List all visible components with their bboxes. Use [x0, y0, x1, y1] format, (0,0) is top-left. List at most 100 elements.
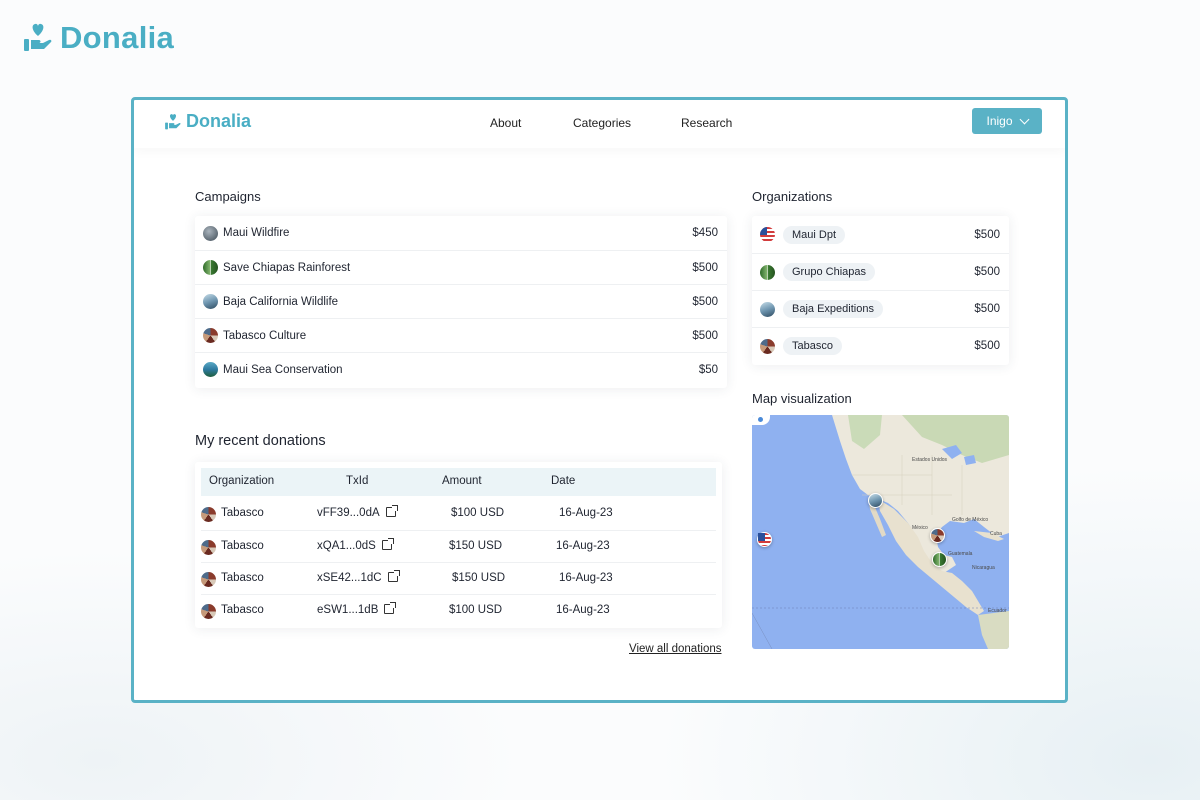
map-land-shapes [752, 415, 1009, 649]
campaign-name: Save Chiapas Rainforest [223, 261, 351, 274]
organization-name-pill: Grupo Chiapas [783, 263, 875, 281]
organizations-title: Organizations [752, 189, 833, 204]
mural-thumb-icon [203, 328, 218, 343]
brand-name: Donalia [60, 20, 175, 55]
organization-amount: $500 [974, 228, 1000, 241]
organization-row[interactable]: Maui Dpt $500 [752, 216, 1009, 253]
campaign-name: Tabasco Culture [223, 329, 307, 342]
whale-thumb-icon [760, 301, 775, 317]
map-label-cuba: Cuba [990, 531, 1002, 537]
organization-row[interactable]: Grupo Chiapas $500 [752, 253, 1009, 290]
campaign-amount: $50 [698, 363, 718, 376]
cell-date: 16-Aug-23 [556, 604, 610, 616]
chevron-down-icon [1019, 114, 1029, 124]
cell-amount: $150 USD [449, 540, 503, 552]
cell-amount: $100 USD [449, 604, 503, 616]
us-flag-icon [760, 227, 775, 242]
cell-txid[interactable]: xSE42...1dC [317, 570, 400, 584]
campaign-row[interactable]: Maui Sea Conservation $50 [195, 352, 727, 386]
campaign-row[interactable]: Save Chiapas Rainforest $500 [195, 250, 727, 284]
view-all-donations-link[interactable]: View all donations [629, 643, 722, 655]
campaign-row[interactable]: Baja California Wildlife $500 [195, 284, 727, 318]
txid-text: xQA1...0dS [317, 540, 376, 552]
rainforest-thumb-icon [203, 260, 218, 275]
brand-name: Donalia [186, 111, 252, 131]
external-link-icon[interactable] [387, 570, 400, 582]
campaigns-title: Campaigns [195, 189, 261, 204]
mural-thumb-icon [760, 338, 775, 354]
app-window: Donalia About Categories Research Inigo … [131, 97, 1068, 703]
map-label-guatemala: Guatemala [948, 551, 973, 557]
map-title: Map visualization [752, 391, 852, 406]
table-row[interactable]: Tabasco xSE42...1dC $150 USD 16-Aug-23 [201, 562, 716, 594]
table-header: Organization TxId Amount Date [201, 468, 716, 496]
external-link-icon[interactable] [384, 602, 397, 614]
map-zoom-control[interactable] [752, 415, 770, 425]
organization-amount: $500 [974, 266, 1000, 278]
organization-name-pill: Maui Dpt [783, 225, 846, 244]
col-amount: Amount [442, 475, 482, 487]
campaign-amount: $450 [692, 227, 718, 239]
navbar-brand[interactable]: Donalia [164, 111, 251, 132]
map-pin-baja[interactable] [868, 493, 883, 508]
organizations-card: Maui Dpt $500 Grupo Chiapas $500 Baja Ex… [752, 216, 1009, 365]
cell-organization: Tabasco [221, 507, 264, 519]
col-organization: Organization [209, 475, 275, 487]
mural-thumb-icon [201, 507, 216, 522]
donations-table: Organization TxId Amount Date Tabasco vF… [195, 462, 722, 628]
cell-txid[interactable]: xQA1...0dS [317, 538, 394, 552]
organization-name-pill: Baja Expeditions [783, 300, 883, 318]
campaign-name: Maui Sea Conservation [223, 363, 343, 376]
map-label-mexico: México [912, 525, 928, 531]
external-link-icon[interactable] [385, 505, 398, 517]
cell-organization: Tabasco [221, 540, 264, 552]
user-name: Inigo [986, 114, 1013, 128]
outer-brand-logo: Donalia [22, 20, 174, 56]
organization-amount: $500 [974, 303, 1000, 315]
map-visualization[interactable]: Estados Unidos México Golfo de México Cu… [752, 415, 1009, 649]
cell-date: 16-Aug-23 [559, 572, 613, 584]
mural-thumb-icon [201, 572, 216, 587]
mural-thumb-icon [201, 604, 216, 619]
table-row[interactable]: Tabasco vFF39...0dA $100 USD 16-Aug-23 [201, 498, 716, 530]
heart-hand-icon [165, 113, 181, 129]
campaign-amount: $500 [692, 329, 718, 342]
cell-organization: Tabasco [221, 572, 264, 584]
campaign-row[interactable]: Tabasco Culture $500 [195, 318, 727, 352]
sea-thumb-icon [203, 362, 218, 377]
map-label-ecuador: Ecuador [988, 608, 1007, 614]
cell-date: 16-Aug-23 [556, 540, 610, 552]
map-pin-tabasco[interactable] [930, 528, 945, 543]
map-pin-maui[interactable] [757, 532, 772, 547]
col-txid: TxId [346, 475, 369, 487]
external-link-icon[interactable] [381, 538, 394, 550]
campaign-name: Maui Wildfire [223, 227, 290, 239]
nav-about[interactable]: About [490, 116, 522, 130]
whale-thumb-icon [203, 294, 218, 309]
donations-title: My recent donations [195, 433, 326, 449]
heart-hand-icon [22, 22, 54, 54]
organization-amount: $500 [974, 340, 1000, 352]
nav-categories[interactable]: Categories [573, 116, 632, 130]
campaign-amount: $500 [692, 295, 718, 308]
map-label-nicaragua: Nicaragua [972, 565, 995, 571]
cell-txid[interactable]: eSW1...1dB [317, 602, 397, 616]
nav-research[interactable]: Research [681, 116, 733, 130]
txid-text: vFF39...0dA [317, 507, 380, 519]
table-row[interactable]: Tabasco eSW1...1dB $100 USD 16-Aug-23 [201, 594, 716, 626]
campaign-amount: $500 [692, 261, 718, 274]
map-pin-chiapas[interactable] [932, 552, 947, 567]
rainforest-thumb-icon [760, 264, 775, 280]
campaign-row[interactable]: Maui Wildfire $450 [195, 216, 727, 250]
txid-text: eSW1...1dB [317, 604, 379, 616]
campaign-name: Baja California Wildlife [223, 295, 339, 308]
table-row[interactable]: Tabasco xQA1...0dS $150 USD 16-Aug-23 [201, 530, 716, 562]
cell-amount: $100 USD [451, 507, 505, 519]
map-label-usa: Estados Unidos [912, 457, 948, 463]
organization-row[interactable]: Baja Expeditions $500 [752, 290, 1009, 327]
user-menu-button[interactable]: Inigo [972, 108, 1042, 134]
cell-txid[interactable]: vFF39...0dA [317, 505, 398, 519]
organization-row[interactable]: Tabasco $500 [752, 327, 1009, 364]
col-date: Date [551, 475, 576, 487]
cell-amount: $150 USD [452, 572, 506, 584]
